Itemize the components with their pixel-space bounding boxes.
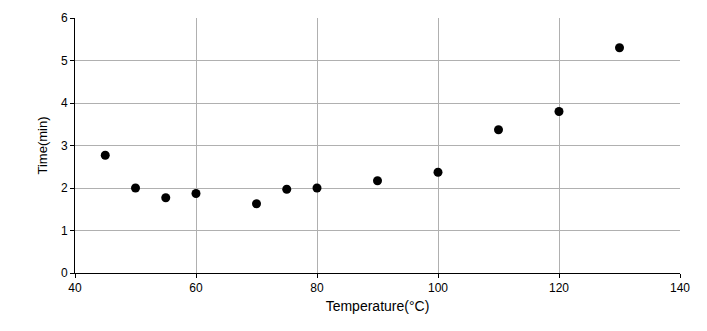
svg-text:40: 40 [68,281,82,295]
svg-text:4: 4 [61,96,68,110]
svg-text:3: 3 [61,139,68,153]
svg-text:5: 5 [61,54,68,68]
svg-text:6: 6 [61,11,68,25]
svg-text:Time(min): Time(min) [35,116,50,174]
svg-text:0: 0 [61,266,68,280]
svg-text:2: 2 [61,181,68,195]
svg-text:Temperature(°C): Temperature(°C) [326,298,430,314]
svg-text:1: 1 [61,224,68,238]
svg-text:140: 140 [670,281,690,295]
svg-text:100: 100 [428,281,448,295]
svg-text:80: 80 [310,281,324,295]
svg-text:60: 60 [189,281,203,295]
svg-text:120: 120 [549,281,569,295]
